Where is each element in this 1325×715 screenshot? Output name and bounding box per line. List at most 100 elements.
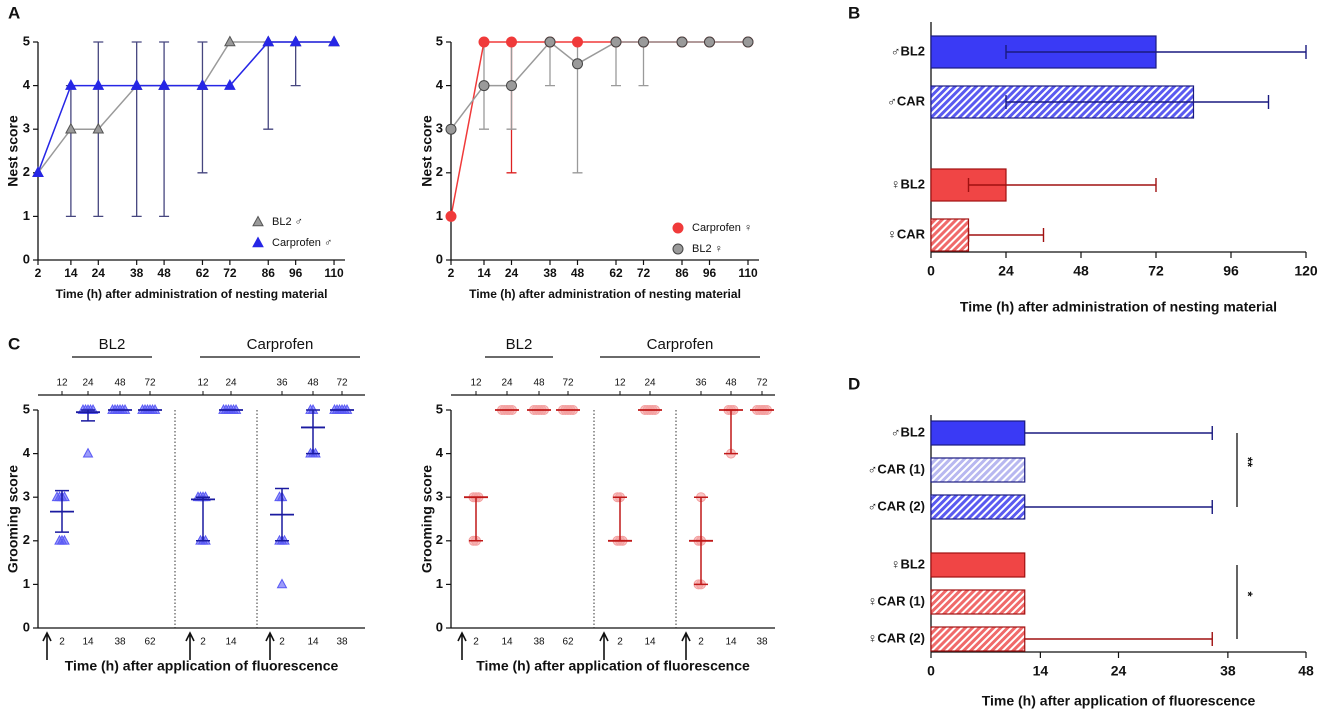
x-tick-label: 2 [698,637,704,648]
category-label: ♀CAR (2) [868,630,925,645]
error-bar [967,178,1157,192]
x-tick-label: 24 [92,266,106,280]
data-point [158,79,170,90]
data-point [196,79,209,90]
category-label: ♀CAR (1) [868,593,925,608]
x-axis-label: Time (h) after administration of nesting… [469,287,741,301]
y-tick-label: 1 [436,208,443,223]
y-tick-label: 5 [436,401,443,416]
arrow [599,631,609,660]
x-tick-label: 24 [505,266,519,280]
x-tick-label: 38 [543,266,557,280]
data-point [544,36,556,48]
error-bar [1005,95,1270,109]
x-tick-label: 38 [1220,663,1236,679]
data-point [32,166,44,178]
y-tick-label: 1 [23,208,30,223]
top-tick-label: 12 [470,378,482,389]
x-axis-label: Time (h) after application of fluorescen… [476,658,750,674]
series-line [37,41,335,174]
data-point [478,36,490,48]
error-bar [469,496,483,542]
panel-label: B [848,3,860,22]
top-tick-label: 72 [756,378,768,389]
x-tick-label: 2 [200,637,206,648]
arrow [457,631,467,660]
x-tick-label: 14 [225,637,237,648]
data-point [59,534,70,545]
x-tick-label: 14 [501,637,513,648]
top-tick-label: 36 [276,378,288,389]
error-bar [65,84,76,218]
top-tick-label: 24 [82,378,94,389]
category-label: ♂BL2 [891,43,925,58]
top-tick-label: 48 [533,378,545,389]
y-tick-label: 3 [23,121,30,136]
x-axis-label: Time (h) after application of fluorescen… [982,693,1256,709]
top-tick-label: 24 [501,378,513,389]
y-tick-label: 3 [23,489,30,504]
arrow [681,631,691,660]
y-tick-label: 5 [436,33,443,48]
y-tick-label: 3 [436,121,443,136]
data-point [328,35,340,47]
y-tick-label: 4 [23,445,31,460]
legend-label: BL2 ♀ [692,243,723,255]
bar [930,552,1026,578]
x-tick-label: 62 [562,637,574,648]
x-tick-label: 38 [533,637,545,648]
arrow [185,631,195,660]
data-point [478,80,490,92]
y-tick-label: 5 [23,33,30,48]
category-label: ♀BL2 [891,556,925,571]
x-tick-label: 2 [35,266,42,280]
x-tick-label: 110 [738,266,758,280]
x-tick-label: 72 [1148,263,1164,279]
x-tick-label: 110 [324,266,344,280]
x-tick-label: 38 [114,637,126,648]
data-point [289,35,302,47]
error-bar [724,409,738,455]
bar [930,218,970,252]
error-bar [638,41,649,87]
y-tick-label: 4 [23,77,31,92]
x-tick-label: 62 [196,266,210,280]
data-point [445,210,457,222]
y-axis-label: Nest score [5,115,21,187]
legend-marker [672,243,684,255]
y-tick-label: 0 [23,251,30,266]
arrow [265,631,275,660]
x-tick-label: 24 [998,263,1014,279]
y-tick-label: 0 [23,619,30,634]
x-tick-label: 72 [637,266,651,280]
top-tick-label: 12 [197,378,209,389]
error-bar [131,41,142,218]
x-tick-label: 14 [477,266,491,280]
top-tick-label: 36 [695,378,707,389]
top-tick-label: 72 [562,378,574,389]
x-tick-label: 14 [307,637,319,648]
bar [930,494,1026,520]
x-tick-label: 96 [1223,263,1239,279]
y-axis-label: Grooming score [5,465,21,573]
error-bar [159,41,170,218]
top-tick-label: 72 [336,378,348,389]
x-tick-label: 48 [1073,263,1089,279]
data-point [51,491,63,502]
x-tick-label: 86 [675,266,689,280]
legend-marker [672,222,684,234]
error-bar [263,41,274,130]
x-tick-label: 48 [1298,663,1314,679]
x-tick-label: 120 [1294,263,1318,279]
arrow [42,631,52,660]
data-point [262,35,275,47]
y-tick-label: 3 [436,489,443,504]
data-point [506,36,517,48]
series-line [37,41,335,174]
error-bar [197,41,208,174]
bar [930,626,1026,652]
x-tick-label: 86 [262,266,276,280]
y-tick-label: 2 [436,164,443,179]
x-tick-label: 38 [756,637,768,648]
